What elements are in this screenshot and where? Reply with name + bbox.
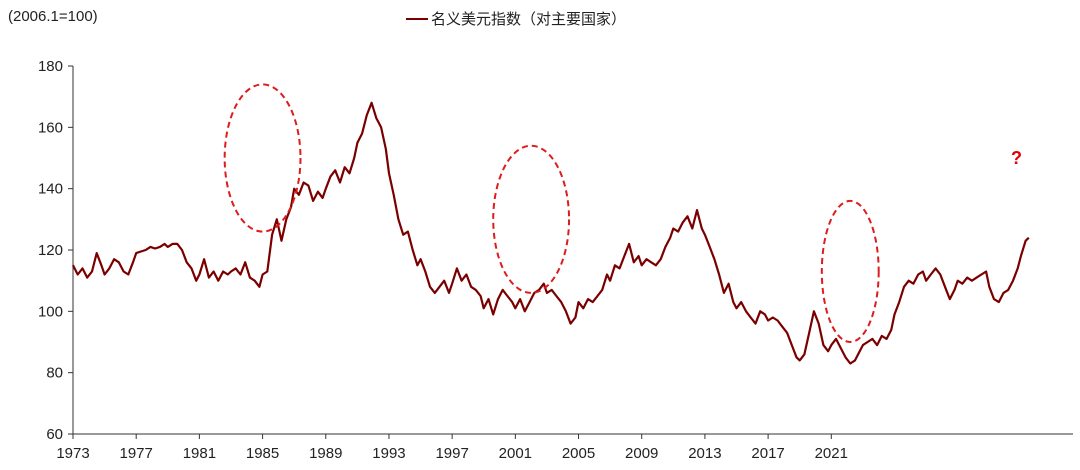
question-mark-annotation: ?: [1011, 148, 1022, 168]
highlight-ellipse: [223, 83, 302, 233]
x-tick-label: 1997: [435, 445, 468, 462]
highlight-ellipse: [492, 144, 571, 294]
y-tick-label: 100: [38, 303, 63, 320]
x-tick-label: 1977: [120, 445, 153, 462]
series-line: [72, 101, 1030, 365]
x-tick-label: 2009: [625, 445, 658, 462]
x-tick-label: 2005: [562, 445, 595, 462]
x-tick-label: 1989: [309, 445, 342, 462]
y-tick-label: 120: [38, 242, 63, 259]
y-tick-label: 60: [46, 426, 63, 443]
y-tick-label: 180: [38, 58, 63, 75]
highlight-ellipse: [820, 199, 880, 344]
x-tick-label: 1981: [183, 445, 216, 462]
y-tick-label: 80: [46, 365, 63, 382]
legend-label: 名义美元指数（对主要国家）: [431, 11, 627, 28]
legend-line-swatch: [406, 17, 428, 20]
x-tick-label: 1993: [372, 445, 405, 462]
x-tick-label: 2021: [815, 445, 848, 462]
y-tick-label: 140: [38, 181, 63, 198]
y-tick-label: 160: [38, 119, 63, 136]
x-tick-label: 2013: [688, 445, 721, 462]
x-tick-label: 1973: [56, 445, 89, 462]
x-tick-label: 1985: [246, 445, 279, 462]
legend: 名义美元指数（对主要国家）: [406, 8, 626, 29]
x-tick-label: 2017: [751, 445, 784, 462]
x-tick-label: 2001: [499, 445, 532, 462]
unit-label: (2006.1=100): [8, 8, 98, 25]
